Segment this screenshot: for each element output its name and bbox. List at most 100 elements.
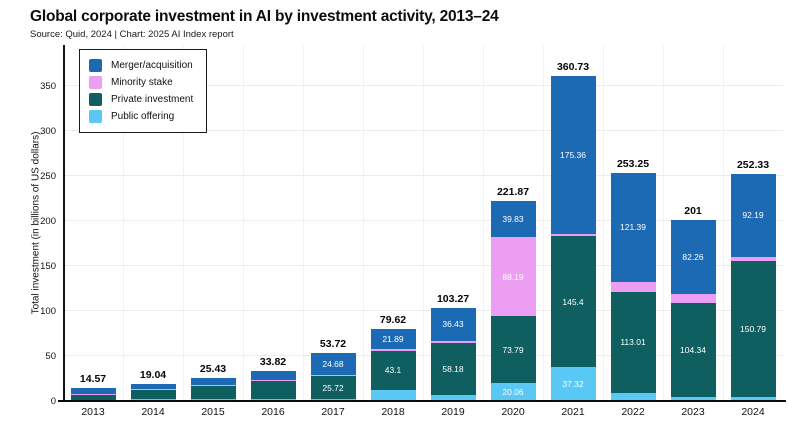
legend-label: Merger/acquisition [111,60,193,71]
x-tick-label-2013: 2013 [81,406,105,418]
segment-value-label: 104.34 [680,345,706,356]
segment-value-label: 73.79 [502,344,524,355]
legend-swatch [89,59,102,72]
segment-private-investment-2013 [70,394,116,400]
bar-2020: 20.06 73.79 88.19 39.83 [483,201,543,401]
y-tick-label: 100 [40,305,56,317]
segment-private-investment-2024: 150.79 [730,261,776,398]
segment-merger-acquisition-2023: 82.26 [670,219,716,294]
bar-2017: 25.72 24.68 [303,352,363,401]
y-axis-line [63,45,65,401]
segment-public-offering-2020: 20.06 [490,382,536,401]
segment-public-offering-2021: 37.32 [550,367,596,401]
segment-private-investment-2020: 73.79 [490,316,536,383]
segment-minority-stake-2019 [430,340,476,343]
segment-minority-stake-2016 [250,379,296,381]
segment-value-label: 92.19 [742,210,764,221]
legend-swatch [89,93,102,106]
segment-private-investment-2014 [130,389,176,400]
y-tick-label: 150 [40,260,56,272]
segment-value-label: 113.01 [620,337,646,348]
bar-2024: 150.79 92.19 [723,173,783,401]
bar-2015 [183,378,243,401]
legend-label: Minority stake [111,77,173,88]
gridline-vertical [183,45,184,401]
x-tick-label-2024: 2024 [741,406,765,418]
segment-merger-acquisition-2014 [130,383,176,389]
segment-minority-stake-2015 [190,384,236,386]
bar-2014 [123,383,183,401]
segment-minority-stake-2022 [610,282,656,292]
total-label-2020: 221.87 [496,186,530,199]
x-tick-label-2014: 2014 [141,406,165,418]
bar-2023: 104.34 82.26 [663,219,723,401]
chart-title: Global corporate investment in AI by inv… [30,8,499,25]
bar-2022: 113.01 121.39 [603,172,663,401]
segment-value-label: 37.32 [562,379,584,390]
legend: Merger/acquisition Minority stake Private … [79,49,208,133]
y-tick-label: 350 [40,80,56,92]
total-label-2014: 19.04 [139,368,167,381]
legend-item-minority-stake: Minority stake [89,74,193,91]
plot-area: Merger/acquisition Minority stake Private … [40,45,786,407]
x-tick-label-2021: 2021 [561,406,585,418]
legend-label: Public offering [111,111,175,122]
legend-label: Private investment [111,94,194,105]
legend-item-public-offering: Public offering [89,108,193,125]
x-tick-label-2018: 2018 [381,406,405,418]
total-label-2022: 253.25 [616,157,650,170]
total-label-2013: 14.57 [79,372,107,385]
y-tick-label: 300 [40,125,56,137]
segment-value-label: 21.89 [382,334,404,345]
segment-merger-acquisition-2017: 24.68 [310,352,356,375]
segment-value-label: 121.39 [620,222,646,233]
y-tick-label: 200 [40,215,56,227]
segment-private-investment-2022: 113.01 [610,291,656,394]
gridline-vertical [483,45,484,401]
segment-value-label: 25.72 [322,382,344,393]
legend-swatch [89,76,102,89]
segment-minority-stake-2023 [670,294,716,303]
segment-value-label: 58.18 [442,363,464,374]
legend-swatch [89,110,102,123]
x-tick-label-2020: 2020 [501,406,525,418]
segment-merger-acquisition-2019: 36.43 [430,307,476,341]
segment-public-offering-2023 [670,397,716,401]
total-label-2024: 252.33 [736,158,770,171]
gridline-vertical [123,45,124,401]
segment-value-label: 24.68 [322,358,344,369]
segment-private-investment-2018: 43.1 [370,350,416,390]
segment-value-label: 20.06 [502,386,524,397]
x-tick-label-2017: 2017 [321,406,345,418]
bar-2021: 37.32 145.4 175.36 [543,75,603,401]
segment-private-investment-2023: 104.34 [670,303,716,398]
segment-minority-stake-2014 [130,388,176,390]
segment-merger-acquisition-2015 [190,378,236,385]
gridline-vertical [663,45,664,401]
segment-private-investment-2021: 145.4 [550,236,596,368]
x-tick-label-2019: 2019 [441,406,465,418]
gridline-vertical [303,45,304,401]
segment-merger-acquisition-2018: 21.89 [370,329,416,349]
segment-value-label: 36.43 [442,319,464,330]
segment-value-label: 43.1 [384,365,402,376]
segment-value-label: 145.4 [562,296,584,307]
segment-value-label: 88.19 [502,271,524,282]
segment-merger-acquisition-2013 [70,387,116,394]
segment-merger-acquisition-2022: 121.39 [610,172,656,283]
x-tick-label-2022: 2022 [621,406,645,418]
gridline-vertical [243,45,244,401]
segment-private-investment-2015 [190,385,236,399]
x-axis-line [58,399,786,402]
segment-private-investment-2016 [250,380,296,400]
total-label-2023: 201 [684,204,702,217]
x-tick-label-2016: 2016 [261,406,285,418]
segment-value-label: 150.79 [740,324,766,335]
legend-item-private-investment: Private investment [89,91,193,108]
x-tick-label-2023: 2023 [681,406,705,418]
segment-merger-acquisition-2020: 39.83 [490,201,536,237]
segment-public-offering-2018 [370,389,416,401]
legend-item-merger-acquisition: Merger/acquisition [89,57,193,74]
segment-private-investment-2019: 58.18 [430,342,476,396]
